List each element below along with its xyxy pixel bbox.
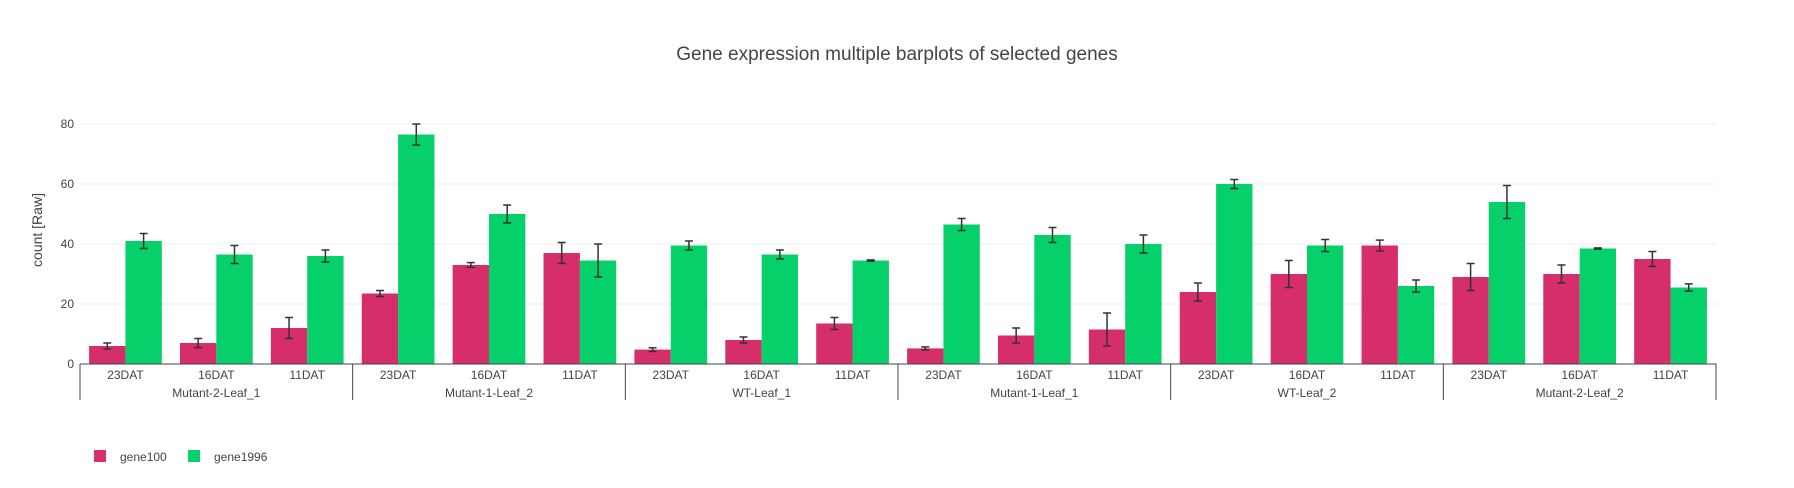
x-group-label: Mutant-2-Leaf_1 [172,386,260,400]
bar-gene1996 [1307,245,1344,364]
y-tick-label: 0 [67,357,74,371]
bar-gene1996 [1488,202,1526,364]
bar-gene100 [907,348,944,364]
bar-gene100 [1270,274,1307,364]
legend-swatch [188,450,200,462]
bar-gene100 [1543,274,1580,364]
bar-gene1996 [852,260,889,364]
bar-gene1996 [1397,286,1435,364]
bar-gene1996 [307,256,344,364]
x-group-label: Mutant-2-Leaf_2 [1536,386,1624,400]
x-tick-label: 23DAT [1198,368,1235,382]
x-tick-label: 16DAT [1289,368,1326,382]
bar-gene100 [452,265,489,364]
legend-item-gene1996[interactable]: gene1996 [188,450,268,464]
x-tick-label: 23DAT [107,368,144,382]
bar-gene1996 [1125,244,1162,364]
y-tick-label: 20 [61,297,75,311]
bar-gene1996 [1670,287,1707,364]
bar-gene100 [543,253,580,364]
bar-gene100 [179,343,217,364]
legend-swatch [94,450,106,462]
bars [89,134,1707,364]
x-tick-label: 23DAT [653,368,690,382]
x-group-label: Mutant-1-Leaf_1 [990,386,1078,400]
y-axis-label: count [Raw] [29,193,45,267]
y-tick-label: 60 [61,177,75,191]
x-tick-label: 11DAT [835,368,871,382]
bar-gene100 [1634,259,1671,364]
x-tick-label: 16DAT [471,368,508,382]
x-tick-label: 11DAT [289,368,325,382]
y-tick-label: 80 [61,117,75,131]
x-tick-label: 23DAT [1471,368,1508,382]
bar-gene100 [1361,245,1398,364]
x-tick-label: 11DAT [1107,368,1143,382]
bar-gene1996 [489,214,526,364]
x-tick-label: 16DAT [198,368,235,382]
error-bars [103,123,1693,353]
x-tick-label: 11DAT [562,368,598,382]
chart-title: Gene expression multiple barplots of sel… [676,44,1117,65]
x-tick-label: 11DAT [1380,368,1416,382]
bar-gene1996 [125,241,162,364]
bar-gene1996 [1216,184,1253,364]
bar-gene1996 [398,134,435,364]
bar-gene100 [634,349,671,364]
bar-gene100 [725,340,762,364]
bar-gene100 [1179,292,1217,364]
bar-gene100 [89,346,126,364]
x-group-label: WT-Leaf_1 [732,386,791,400]
gridlines [80,123,1716,305]
x-tick-label: 16DAT [1561,368,1598,382]
legend-label: gene100 [120,450,167,464]
bar-gene1996 [943,224,980,364]
x-tick-label: 11DAT [1653,368,1689,382]
y-tick-label: 40 [61,237,75,251]
x-axis: 23DAT 16DAT 11DAT Mutant-2-Leaf_1 23DAT 16DAT… [79,363,1717,400]
legend-label: gene1996 [214,450,268,464]
x-tick-label: 16DAT [743,368,780,382]
x-group-label: WT-Leaf_2 [1278,386,1337,400]
x-tick-label: 16DAT [1016,368,1053,382]
bar-gene1996 [670,245,708,364]
bar-gene100 [1452,277,1489,364]
legend[interactable]: gene100 gene1996 [94,450,268,464]
x-tick-label: 23DAT [925,368,962,382]
x-tick-label: 23DAT [380,368,417,382]
y-axis-ticks: 0 20 40 60 80 [61,117,75,371]
bar-gene1996 [1579,248,1617,364]
bar-gene100 [361,293,399,364]
x-group-label: Mutant-1-Leaf_2 [445,386,533,400]
legend-item-gene100[interactable]: gene100 [94,450,167,464]
bar-gene1996 [216,254,253,364]
bar-gene1996 [761,254,799,364]
bar-gene1996 [1034,235,1071,364]
